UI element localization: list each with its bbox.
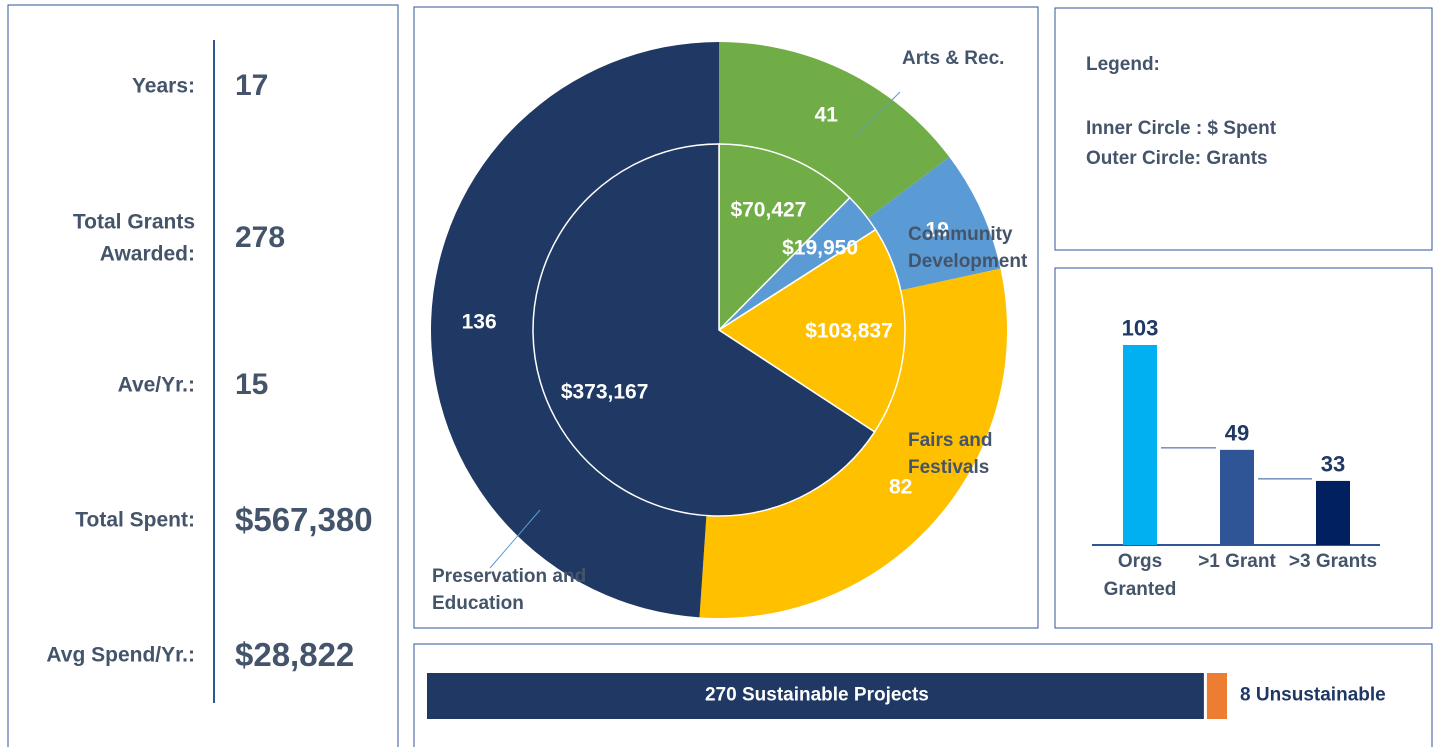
slice-label: $103,837: [805, 318, 893, 342]
stat-label: Total Grants Awarded:: [72, 210, 195, 266]
stat-value: $567,380: [235, 501, 373, 538]
category-label: Arts & Rec.: [902, 48, 1005, 69]
category-label: Preservation and Education: [432, 566, 587, 614]
stack-label: 270 Sustainable Projects: [704, 684, 929, 706]
bar-value: 33: [1320, 451, 1346, 477]
bar-panel: [1054, 267, 1433, 629]
category-label: Community Development: [908, 224, 1028, 272]
stacked-bar: [427, 673, 1227, 719]
bar-category: Orgs Granted: [1103, 551, 1177, 600]
bar-category: >1 Grant: [1198, 551, 1276, 572]
bar: [1220, 449, 1254, 545]
stat-label: Avg Spend/Yr.:: [46, 643, 195, 667]
stat-value: $28,822: [235, 636, 355, 673]
leader-line: [854, 91, 901, 138]
legend-line: Inner Circle : $ Spent: [1086, 118, 1277, 139]
bar: [1316, 480, 1350, 545]
slice-label: 41: [814, 103, 838, 127]
bar-value: 49: [1224, 420, 1250, 446]
project-panel: [413, 643, 1433, 747]
stat-label: Years:: [131, 74, 195, 98]
bar: [1123, 345, 1157, 545]
stat-value: 278: [235, 221, 286, 254]
donut-panel: [413, 6, 1039, 629]
slice-label: 82: [889, 475, 913, 499]
slice-label: $70,427: [730, 198, 807, 222]
slice-label: 19: [925, 218, 949, 242]
donut: [431, 42, 1007, 619]
legend-title: Legend:: [1086, 54, 1160, 75]
legend-panel: [1054, 7, 1433, 251]
stat-value: 17: [235, 69, 269, 102]
bar-value: 103: [1121, 315, 1159, 341]
stack-segment: [427, 673, 1204, 719]
stat-label: Ave/Yr.:: [117, 373, 195, 397]
stat-label: Total Spent:: [75, 508, 195, 532]
stats-panel: [7, 4, 399, 747]
stat-value: 15: [235, 368, 269, 401]
bar-category: >3 Grants: [1288, 551, 1378, 572]
slice-label: $19,950: [782, 236, 859, 260]
category-label: Fairs and Festivals: [908, 430, 993, 478]
stack-segment: [1206, 673, 1227, 719]
donut-slice: [718, 143, 851, 332]
donut-slice: [532, 143, 876, 517]
bar-chart: [1092, 345, 1380, 546]
donut-slice: [717, 228, 906, 433]
stack-label: 8 Unsustainable: [1240, 684, 1386, 706]
slice-label: 136: [461, 310, 497, 334]
leader-line: [489, 509, 541, 569]
legend-line: Outer Circle: Grants: [1086, 148, 1268, 169]
slice-label: $373,167: [560, 380, 649, 404]
